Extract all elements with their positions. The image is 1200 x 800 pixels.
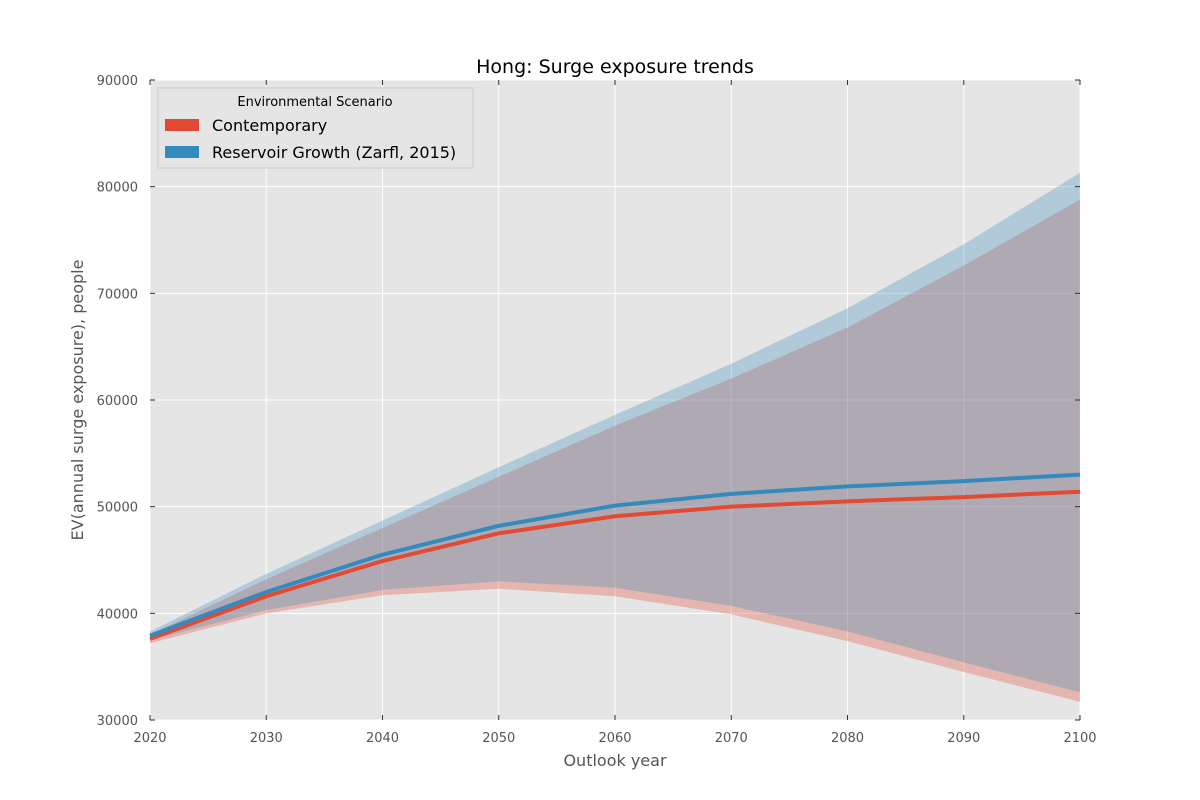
band-contemporary bbox=[150, 199, 1080, 702]
series-lines bbox=[149, 472, 1081, 641]
legend-label-reservoir-growth: Reservoir Growth (Zarfl, 2015) bbox=[212, 143, 456, 162]
y-tick-label: 50000 bbox=[97, 501, 138, 516]
y-axis-label: EV(annual surge exposure), people bbox=[68, 260, 87, 541]
line-reservoir-growth bbox=[149, 472, 1081, 638]
x-tick-label: 2100 bbox=[1063, 731, 1096, 746]
y-tick-label: 30000 bbox=[97, 714, 138, 729]
y-tick-label: 90000 bbox=[97, 74, 138, 89]
y-tick-label: 70000 bbox=[97, 287, 138, 302]
x-tick-label: 2030 bbox=[250, 731, 283, 746]
legend-box bbox=[157, 87, 474, 169]
x-tick-label: 2060 bbox=[598, 731, 631, 746]
x-tick-label: 2090 bbox=[947, 731, 980, 746]
x-axis-label: Outlook year bbox=[563, 751, 667, 770]
legend-swatch-reservoir-growth bbox=[165, 146, 199, 158]
y-tick-label: 40000 bbox=[97, 607, 138, 622]
line-contemporary bbox=[149, 489, 1081, 641]
legend-title: Environmental Scenario bbox=[237, 95, 392, 110]
x-tick-label: 2020 bbox=[133, 731, 166, 746]
x-tick-label: 2050 bbox=[482, 731, 515, 746]
x-tick-label: 2080 bbox=[831, 731, 864, 746]
legend-label-contemporary: Contemporary bbox=[212, 116, 327, 135]
axes: 2020 2030 2040 2050 2060 2070 2080 2090 2100 3000… bbox=[97, 74, 1097, 746]
x-tick-label: 2040 bbox=[366, 731, 399, 746]
legend-swatch-contemporary bbox=[165, 119, 199, 131]
chart-title: Hong: Surge exposure trends bbox=[476, 56, 754, 78]
y-tick-label: 80000 bbox=[97, 181, 138, 196]
y-tick-label: 60000 bbox=[97, 394, 138, 409]
legend: Environmental Scenario Contemporary Rese… bbox=[157, 87, 474, 169]
x-tick-label: 2070 bbox=[715, 731, 748, 746]
